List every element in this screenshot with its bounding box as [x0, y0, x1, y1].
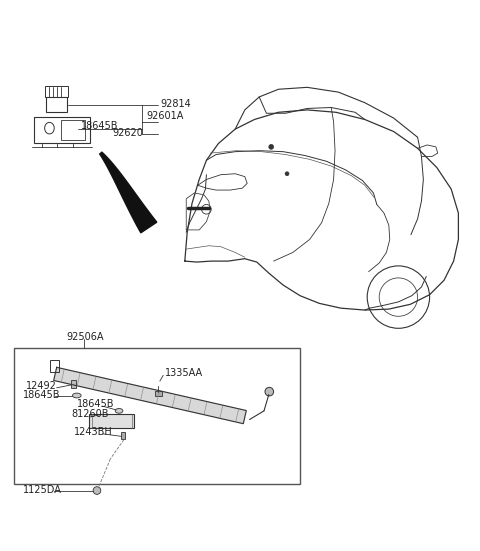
Bar [121, 432, 125, 439]
Ellipse shape [72, 393, 81, 398]
Text: 92814: 92814 [161, 99, 192, 109]
Text: 92601A: 92601A [146, 111, 184, 121]
Bar [34, 117, 90, 143]
Bar [14, 348, 300, 484]
Circle shape [93, 487, 101, 494]
Circle shape [285, 172, 289, 176]
Text: 18645B: 18645B [23, 390, 60, 399]
Text: 18645B: 18645B [77, 399, 114, 409]
Bar [50, 359, 59, 371]
Bar [61, 120, 85, 140]
Text: 92506A: 92506A [66, 332, 104, 342]
Bar [71, 380, 76, 388]
Text: 1125DA: 1125DA [23, 485, 62, 495]
Text: 12492: 12492 [26, 381, 57, 391]
Polygon shape [54, 368, 246, 424]
Circle shape [269, 144, 274, 149]
Circle shape [265, 387, 274, 396]
Text: 18645B: 18645B [81, 121, 118, 131]
Polygon shape [100, 152, 157, 233]
Text: 81260B: 81260B [71, 409, 108, 419]
Bar [46, 97, 67, 112]
Ellipse shape [115, 408, 123, 413]
Text: 1335AA: 1335AA [165, 368, 203, 378]
Bar [45, 87, 68, 97]
Bar [155, 391, 162, 397]
Text: 1243BH: 1243BH [74, 428, 113, 437]
Bar [89, 414, 134, 428]
Text: 92620: 92620 [113, 128, 144, 138]
